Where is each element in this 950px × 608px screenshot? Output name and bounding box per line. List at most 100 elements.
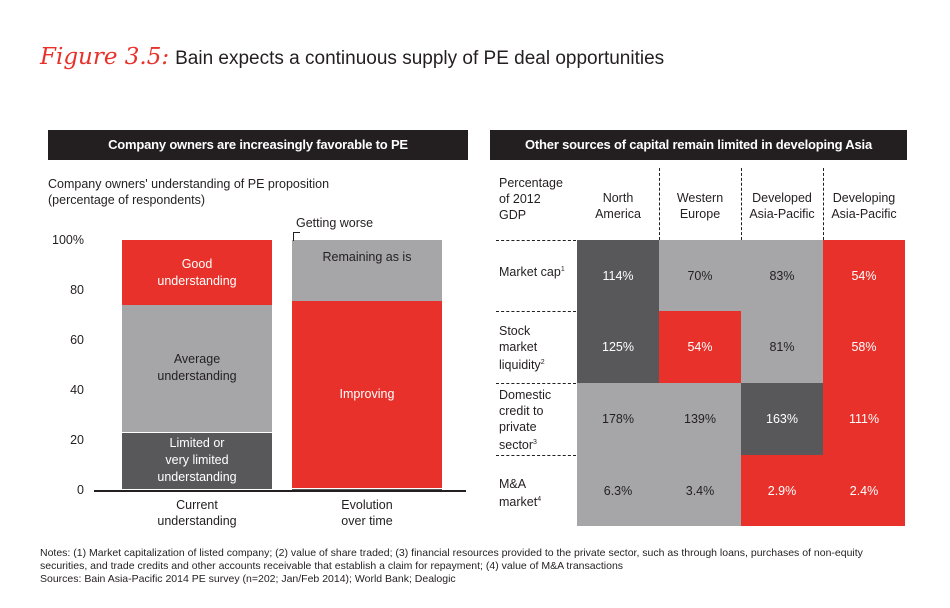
bar-segment: Limited or very limited understanding [122, 432, 272, 489]
row-separator [496, 311, 576, 312]
y-tick-label: 20 [70, 433, 84, 447]
bar-segment-label: Good understanding [157, 256, 236, 290]
row-label-line: sector3 [499, 438, 537, 453]
footnote-marker: 4 [537, 496, 542, 503]
table-cell: 54% [823, 240, 905, 311]
bar-segment: Good understanding [122, 240, 272, 305]
row-separator [496, 240, 576, 241]
y-axis-title: Company owners' understanding of PE prop… [48, 176, 329, 208]
row-label: M&A market4 [499, 476, 541, 510]
row-label-line: private [499, 420, 537, 434]
bar-segment: Remaining as is [292, 240, 442, 302]
notes-line1: Notes: (1) Market capitalization of list… [40, 547, 863, 559]
row-label-line: market [499, 340, 538, 354]
y-tick-label: 100% [52, 233, 84, 247]
table-cell: 6.3% [577, 455, 659, 526]
column-header: North America [577, 190, 659, 222]
bar-segment-label: Improving [340, 386, 395, 403]
header-separator [659, 168, 660, 240]
row-label-line: credit to [499, 404, 544, 418]
notes-line2: securities, and trade credits and other … [40, 560, 624, 572]
table-cell: 70% [659, 240, 741, 311]
row-label-line: liquidity2 [499, 358, 545, 373]
x-axis-line [94, 490, 466, 492]
table-cell: 114% [577, 240, 659, 311]
row-label-line: market4 [499, 495, 542, 510]
y-tick-label: 0 [77, 483, 84, 497]
x-tick-label: Evolution over time [292, 497, 442, 529]
table-cell: 139% [659, 383, 741, 455]
bar-segment-label-line: understanding [157, 369, 237, 384]
row-label-line: Domestic [499, 388, 552, 402]
column-header: Developing Asia-Pacific [823, 190, 905, 222]
table-cell: 81% [741, 311, 823, 383]
column-header: Developed Asia-Pacific [741, 190, 823, 222]
y-tick-label: 40 [70, 383, 84, 397]
x-tick-label-line: over time [341, 514, 393, 528]
column-header-line: Asia-Pacific [749, 207, 815, 221]
bar-segment-label-line: Good [181, 256, 213, 271]
getting-worse-leader-line [293, 232, 300, 241]
x-tick-label-line: Evolution [341, 498, 393, 512]
bar-segment: Average understanding [122, 305, 272, 432]
footnote-marker: 3 [533, 439, 537, 446]
column-header-line: Europe [679, 207, 721, 221]
footnote-marker: 2 [540, 359, 545, 366]
bar-segment: Improving [292, 301, 442, 488]
y-tick-label: 60 [70, 333, 84, 347]
column-header-line: Western [676, 191, 724, 205]
y-axis-title-line1: Company owners' understanding of PE prop… [48, 177, 330, 191]
row-separator [496, 455, 576, 456]
row-label: Market cap1 [499, 262, 565, 280]
table-cell: 83% [741, 240, 823, 311]
column-header: Western Europe [659, 190, 741, 222]
figure-label: Figure 3.5: [40, 44, 170, 70]
table-cell: 163% [741, 383, 823, 455]
x-tick-label-line: Current [176, 498, 218, 512]
bar-segment [292, 488, 442, 490]
corner-line: GDP [499, 208, 527, 222]
bar-segment-label-line: very limited [165, 453, 229, 468]
row-label: Domestic credit to private sector3 [499, 387, 551, 453]
bar-segment-label-line: Remaining as is [322, 250, 412, 265]
column-header-line: North [602, 191, 634, 205]
row-label-line: M&A [499, 477, 527, 491]
y-tick-label: 80 [70, 283, 84, 297]
corner-line: of 2012 [499, 192, 541, 206]
table-cell: 54% [659, 311, 741, 383]
column-header-line: Developed [752, 191, 812, 205]
column-header-line: Developing [832, 191, 896, 205]
header-separator [823, 168, 824, 240]
y-axis-title-line2: (percentage of respondents) [48, 193, 206, 207]
getting-worse-annotation: Getting worse [296, 216, 374, 230]
row-label-line: Market cap1 [499, 265, 565, 280]
table-cell: 178% [577, 383, 659, 455]
header-separator [741, 168, 742, 240]
corner-header: Percentage of 2012 GDP [499, 175, 563, 223]
table-cell: 2.4% [823, 455, 905, 526]
row-label-line: Stock [499, 324, 531, 338]
footnote-marker: 1 [560, 266, 565, 273]
column-header-line: America [595, 207, 641, 221]
table-cell: 2.9% [741, 455, 823, 526]
bar-segment-label: Average understanding [157, 351, 236, 385]
figure-title: Figure 3.5: Bain expects a continuous sup… [40, 44, 664, 70]
bar-segment-label-line: understanding [157, 470, 237, 485]
bar-segment-label: Remaining as is [323, 249, 412, 266]
left-panel-banner: Company owners are increasingly favorabl… [48, 130, 468, 160]
row-separator [496, 383, 576, 384]
corner-line: Percentage [499, 176, 563, 190]
right-panel-banner: Other sources of capital remain limited … [490, 130, 907, 160]
bar-segment-label-line: understanding [157, 273, 237, 288]
bar-segment-label-line: Average [173, 352, 221, 367]
table-cell: 58% [823, 311, 905, 383]
column-header-line: Asia-Pacific [831, 207, 897, 221]
bar-segment-label: Limited or very limited understanding [157, 435, 236, 486]
bar-segment-label-line: Improving [339, 387, 395, 401]
table-cell: 125% [577, 311, 659, 383]
footnotes: Notes: (1) Market capitalization of list… [40, 547, 920, 586]
table-cell: 3.4% [659, 455, 741, 526]
table-cell: 111% [823, 383, 905, 455]
bar-segment-label-line: Limited or [169, 436, 225, 451]
x-tick-label: Current understanding [122, 497, 272, 529]
